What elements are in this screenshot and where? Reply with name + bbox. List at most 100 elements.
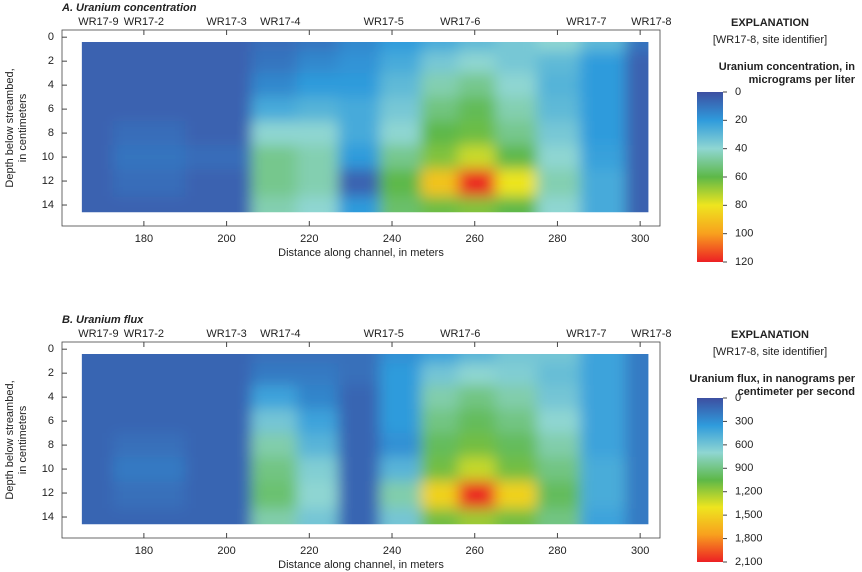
field-cell: [580, 41, 627, 53]
field: [81, 41, 649, 213]
field-cell: [536, 97, 581, 122]
x-tick-label: 240: [383, 233, 401, 245]
field-cell: [296, 51, 339, 74]
y-axis-label: in centimeters: [17, 93, 29, 162]
field-cell: [112, 457, 186, 482]
field-cell: [81, 508, 114, 525]
field-cell: [338, 353, 381, 365]
x-tick-label: 240: [383, 545, 401, 557]
x-axis-label: Distance along channel, in meters: [278, 559, 444, 571]
x-tick-label: 220: [300, 545, 318, 557]
field-cell: [251, 457, 298, 482]
field-cell: [338, 457, 381, 482]
field-cell: [458, 481, 496, 510]
field-cell: [536, 145, 581, 170]
field-cell: [185, 385, 252, 410]
field-cell: [495, 196, 538, 213]
field-cell: [379, 97, 422, 122]
field-cell: [112, 145, 186, 170]
site-label: WR17-9: [78, 328, 118, 340]
field-cell: [81, 97, 114, 122]
field-cell: [251, 385, 298, 410]
field-cell: [379, 196, 422, 213]
y-tick-label: 10: [42, 151, 54, 163]
colorbar-tick-label: 900: [735, 462, 753, 474]
x-tick-label: 220: [300, 233, 318, 245]
field-cell: [185, 41, 252, 53]
field-cell: [81, 41, 114, 53]
field-cell: [379, 73, 422, 98]
field-cell: [580, 196, 627, 213]
field-cell: [338, 169, 381, 198]
x-tick-label: 180: [135, 545, 153, 557]
field-cell: [185, 145, 252, 170]
field-cell: [420, 433, 459, 458]
field-blur: [81, 41, 649, 213]
field-cell: [81, 433, 114, 458]
field-cell: [81, 196, 114, 213]
field-cell: [420, 457, 459, 482]
field-cell: [379, 169, 422, 198]
field-cell: [251, 481, 298, 510]
field-cell: [625, 481, 649, 510]
site-label: WR17-4: [260, 16, 300, 28]
field-cell: [81, 457, 114, 482]
field-cell: [251, 97, 298, 122]
y-tick-label: 2: [48, 55, 54, 67]
field-cell: [580, 97, 627, 122]
y-tick-label: 14: [42, 511, 54, 523]
field-cell: [81, 73, 114, 98]
field-cell: [580, 457, 627, 482]
field-cell: [185, 508, 252, 525]
field-cell: [251, 409, 298, 434]
field-cell: [580, 353, 627, 365]
field-cell: [81, 385, 114, 410]
field-cell: [112, 121, 186, 146]
x-tick-label: 280: [548, 545, 566, 557]
field-cell: [338, 433, 381, 458]
field-cell: [338, 409, 381, 434]
field-cell: [420, 353, 459, 365]
site-label: WR17-9: [78, 16, 118, 28]
field-cell: [185, 51, 252, 74]
colorbar-tick-label: 0: [735, 86, 741, 98]
x-tick-label: 200: [217, 233, 235, 245]
legend-title: EXPLANATION: [731, 17, 809, 29]
field-cell: [536, 169, 581, 198]
field-cell: [338, 145, 381, 170]
colorbar-tick-label: 1,200: [735, 486, 763, 498]
colorbar-tick-label: 80: [735, 199, 747, 211]
field-cell: [296, 73, 339, 98]
field-cell: [536, 196, 581, 213]
field-cell: [338, 73, 381, 98]
field-cell: [112, 41, 186, 53]
field-cell: [296, 433, 339, 458]
field-cell: [338, 508, 381, 525]
y-tick-label: 4: [48, 391, 54, 403]
field-cell: [495, 97, 538, 122]
field-cell: [296, 363, 339, 386]
field-cell: [112, 169, 186, 198]
field-cell: [625, 433, 649, 458]
field-cell: [536, 121, 581, 146]
field-cell: [185, 433, 252, 458]
field-cell: [379, 409, 422, 434]
colorbar-tick-label: 1,500: [735, 509, 763, 521]
field-cell: [495, 433, 538, 458]
field-cell: [251, 508, 298, 525]
field-cell: [81, 169, 114, 198]
y-axis-label: in centimeters: [17, 405, 29, 474]
field-cell: [625, 385, 649, 410]
field-cell: [251, 51, 298, 74]
field-cell: [580, 145, 627, 170]
plot-frame: [61, 341, 661, 539]
field-cell: [580, 363, 627, 386]
field-cell: [338, 41, 381, 53]
field-cell: [495, 145, 538, 170]
y-tick-label: 12: [42, 487, 54, 499]
field-cell: [379, 363, 422, 386]
x-tick-label: 200: [217, 545, 235, 557]
y-tick-label: 0: [48, 31, 54, 43]
y-axis-label: Depth below streambed,: [4, 68, 16, 187]
field-cell: [185, 457, 252, 482]
